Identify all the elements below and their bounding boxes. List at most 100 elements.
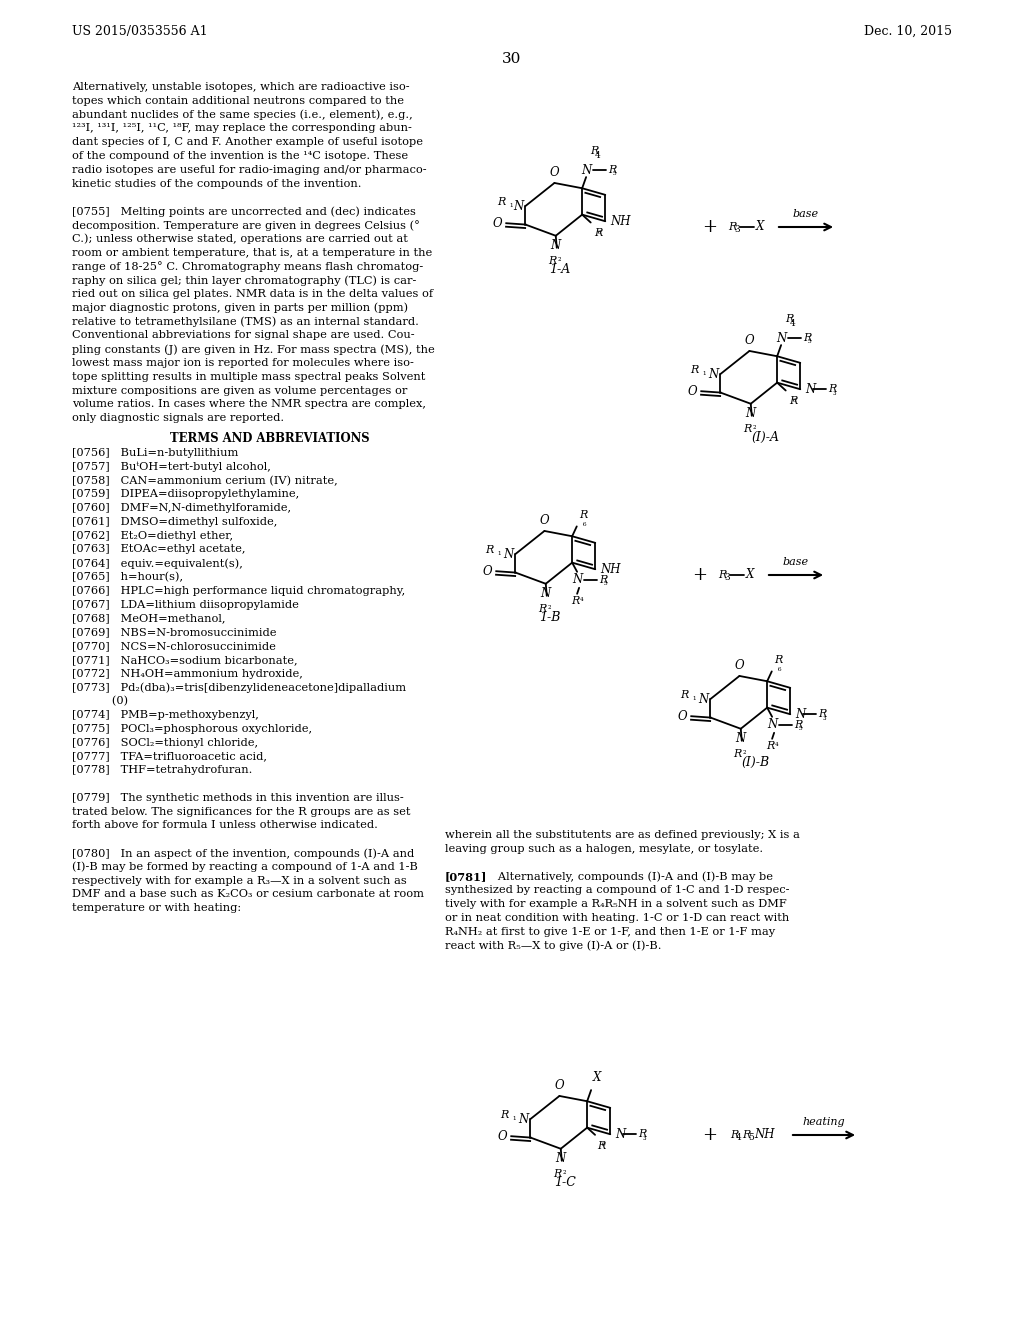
Text: topes which contain additional neutrons compared to the: topes which contain additional neutrons … bbox=[72, 96, 404, 106]
Text: ₃: ₃ bbox=[643, 1133, 646, 1142]
Text: N: N bbox=[776, 331, 786, 345]
Text: R₄NH₂ at first to give 1-E or 1-F, and then 1-E or 1-F may: R₄NH₂ at first to give 1-E or 1-F, and t… bbox=[445, 927, 775, 937]
Text: R: R bbox=[599, 574, 607, 585]
Text: ₅: ₅ bbox=[612, 169, 616, 177]
Text: O: O bbox=[555, 1078, 564, 1092]
Text: [0769]   NBS=N-bromosuccinimide: [0769] NBS=N-bromosuccinimide bbox=[72, 627, 276, 638]
Text: N: N bbox=[541, 587, 551, 599]
Text: tope splitting results in multiple mass spectral peaks Solvent: tope splitting results in multiple mass … bbox=[72, 372, 425, 381]
Text: ₁: ₁ bbox=[498, 548, 502, 557]
Text: R: R bbox=[743, 424, 752, 434]
Text: temperature or with heating:: temperature or with heating: bbox=[72, 903, 241, 913]
Text: R: R bbox=[788, 396, 797, 407]
Text: [0778]   THF=tetrahydrofuran.: [0778] THF=tetrahydrofuran. bbox=[72, 766, 252, 775]
Text: R: R bbox=[794, 719, 803, 730]
Text: R: R bbox=[742, 1130, 751, 1140]
Text: ₄: ₄ bbox=[580, 594, 583, 603]
Text: N: N bbox=[556, 1152, 566, 1164]
Text: NH: NH bbox=[754, 1129, 774, 1142]
Text: ₃: ₃ bbox=[833, 388, 837, 396]
Text: wherein all the substitutents are as defined previously; X is a: wherein all the substitutents are as def… bbox=[445, 830, 800, 840]
Text: ₆: ₆ bbox=[794, 395, 797, 404]
Text: NH: NH bbox=[600, 562, 621, 576]
Text: O: O bbox=[540, 513, 549, 527]
Text: [0772]   NH₄OH=ammonium hydroxide,: [0772] NH₄OH=ammonium hydroxide, bbox=[72, 669, 303, 678]
Text: O: O bbox=[493, 216, 502, 230]
Text: 5: 5 bbox=[748, 1134, 754, 1143]
Text: [0764]   equiv.=equivalent(s),: [0764] equiv.=equivalent(s), bbox=[72, 558, 243, 569]
Text: R: R bbox=[497, 197, 506, 207]
Text: ₅: ₅ bbox=[603, 578, 607, 587]
Text: R: R bbox=[690, 366, 698, 375]
Text: abundant nuclides of the same species (i.e., element), e.g.,: abundant nuclides of the same species (i… bbox=[72, 110, 413, 120]
Text: ₆: ₆ bbox=[598, 227, 602, 236]
Text: volume ratios. In cases where the NMR spectra are complex,: volume ratios. In cases where the NMR sp… bbox=[72, 400, 426, 409]
Text: N: N bbox=[503, 548, 513, 561]
Text: [0759]   DIPEA=diisopropylethylamine,: [0759] DIPEA=diisopropylethylamine, bbox=[72, 490, 299, 499]
Text: R: R bbox=[730, 1130, 738, 1140]
Text: 30: 30 bbox=[503, 51, 521, 66]
Text: ¹²³I, ¹³¹I, ¹²⁵I, ¹¹C, ¹⁸F, may replace the corresponding abun-: ¹²³I, ¹³¹I, ¹²⁵I, ¹¹C, ¹⁸F, may replace … bbox=[72, 123, 412, 133]
Text: R: R bbox=[554, 1168, 562, 1179]
Text: R: R bbox=[803, 333, 811, 343]
Text: forth above for formula I unless otherwise indicated.: forth above for formula I unless otherwi… bbox=[72, 821, 378, 830]
Text: R: R bbox=[680, 690, 688, 700]
Text: R: R bbox=[766, 741, 774, 751]
Text: ₂: ₂ bbox=[547, 602, 551, 611]
Text: heating: heating bbox=[803, 1117, 846, 1127]
Text: [0766]   HPLC=high performance liquid chromatography,: [0766] HPLC=high performance liquid chro… bbox=[72, 586, 406, 595]
Text: (I)-B may be formed by reacting a compound of 1-A and 1-B: (I)-B may be formed by reacting a compou… bbox=[72, 862, 418, 873]
Text: R: R bbox=[828, 384, 837, 395]
Text: [0763]   EtOAc=ethyl acetate,: [0763] EtOAc=ethyl acetate, bbox=[72, 544, 246, 554]
Text: O: O bbox=[688, 384, 697, 397]
Text: [0775]   POCl₃=phosphorous oxychloride,: [0775] POCl₃=phosphorous oxychloride, bbox=[72, 723, 312, 734]
Text: N: N bbox=[615, 1127, 626, 1140]
Text: of the compound of the invention is the ¹⁴C isotope. These: of the compound of the invention is the … bbox=[72, 150, 409, 161]
Text: R: R bbox=[571, 595, 580, 606]
Text: Alternatively, unstable isotopes, which are radioactive iso-: Alternatively, unstable isotopes, which … bbox=[72, 82, 410, 92]
Text: [0774]   PMB=p-methoxybenzyl,: [0774] PMB=p-methoxybenzyl, bbox=[72, 710, 259, 719]
Text: [0780]   In an aspect of the invention, compounds (I)-A and: [0780] In an aspect of the invention, co… bbox=[72, 847, 415, 858]
Text: ₆: ₆ bbox=[601, 1139, 605, 1148]
Text: major diagnostic protons, given in parts per million (ppm): major diagnostic protons, given in parts… bbox=[72, 302, 409, 313]
Text: ₂: ₂ bbox=[562, 1167, 566, 1176]
Text: X: X bbox=[756, 220, 764, 234]
Text: 3: 3 bbox=[734, 226, 739, 235]
Text: O: O bbox=[678, 710, 687, 723]
Text: O: O bbox=[734, 659, 744, 672]
Text: X: X bbox=[746, 569, 755, 582]
Text: base: base bbox=[793, 209, 819, 219]
Text: (0): (0) bbox=[72, 696, 128, 706]
Text: +: + bbox=[702, 1126, 718, 1144]
Text: or in neat condition with heating. 1-C or 1-D can react with: or in neat condition with heating. 1-C o… bbox=[445, 913, 790, 923]
Text: US 2015/0353556 A1: US 2015/0353556 A1 bbox=[72, 25, 208, 38]
Text: [0762]   Et₂O=diethyl ether,: [0762] Et₂O=diethyl ether, bbox=[72, 531, 233, 541]
Text: NH: NH bbox=[610, 215, 631, 228]
Text: 4: 4 bbox=[595, 150, 601, 160]
Text: 1-B: 1-B bbox=[540, 611, 561, 624]
Text: dant species of I, C and F. Another example of useful isotope: dant species of I, C and F. Another exam… bbox=[72, 137, 423, 148]
Text: R: R bbox=[590, 147, 598, 156]
Text: X: X bbox=[593, 1071, 601, 1084]
Text: R: R bbox=[579, 511, 587, 520]
Text: DMF and a base such as K₂CO₃ or cesium carbonate at room: DMF and a base such as K₂CO₃ or cesium c… bbox=[72, 890, 424, 899]
Text: ₆: ₆ bbox=[583, 519, 587, 528]
Text: O: O bbox=[498, 1130, 507, 1143]
Text: C.); unless otherwise stated, operations are carried out at: C.); unless otherwise stated, operations… bbox=[72, 234, 408, 244]
Text: react with R₅—X to give (I)-A or (I)-B.: react with R₅—X to give (I)-A or (I)-B. bbox=[445, 940, 662, 950]
Text: [0761]   DMSO=dimethyl sulfoxide,: [0761] DMSO=dimethyl sulfoxide, bbox=[72, 517, 278, 527]
Text: [0777]   TFA=trifluoroacetic acid,: [0777] TFA=trifluoroacetic acid, bbox=[72, 751, 267, 762]
Text: 4: 4 bbox=[791, 319, 796, 329]
Text: lowest mass major ion is reported for molecules where iso-: lowest mass major ion is reported for mo… bbox=[72, 358, 414, 368]
Text: N: N bbox=[572, 573, 583, 586]
Text: [0773]   Pd₂(dba)₃=tris[dibenzylideneacetone]dipalladium: [0773] Pd₂(dba)₃=tris[dibenzylideneaceto… bbox=[72, 682, 407, 693]
Text: +: + bbox=[692, 566, 708, 583]
Text: R: R bbox=[728, 222, 736, 232]
Text: R: R bbox=[733, 748, 742, 759]
Text: ₁: ₁ bbox=[513, 1113, 516, 1122]
Text: ₁: ₁ bbox=[510, 201, 513, 210]
Text: [0767]   LDA=lithium diisopropylamide: [0767] LDA=lithium diisopropylamide bbox=[72, 599, 299, 610]
Text: N: N bbox=[551, 239, 561, 252]
Text: [0770]   NCS=N-chlorosuccinimide: [0770] NCS=N-chlorosuccinimide bbox=[72, 642, 275, 651]
Text: R: R bbox=[485, 545, 494, 554]
